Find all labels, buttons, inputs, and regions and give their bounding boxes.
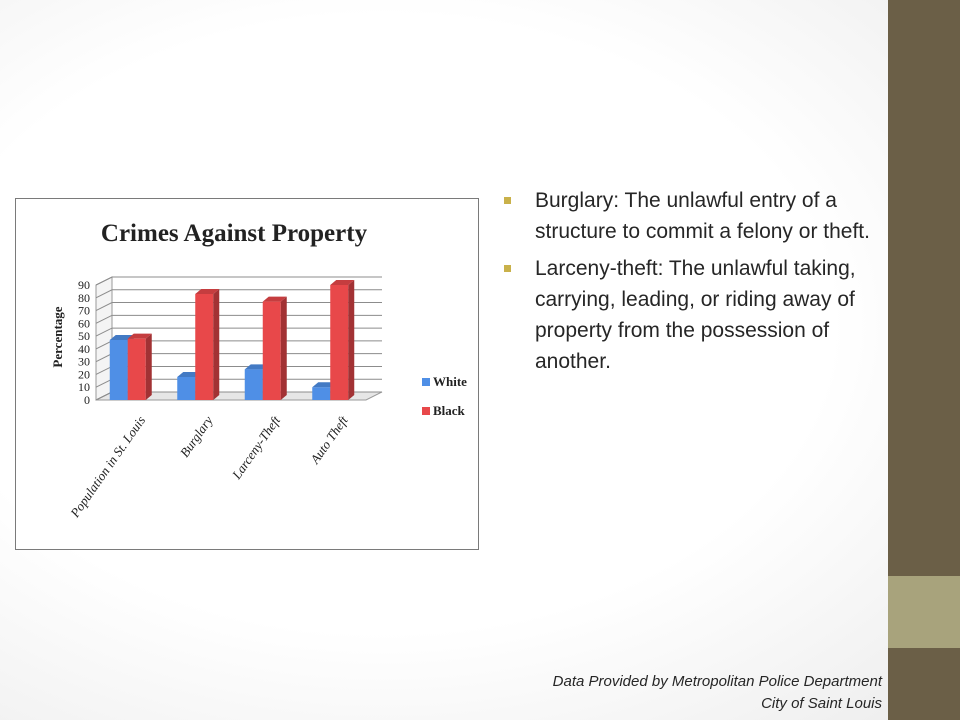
category-label: Auto Theft: [307, 413, 351, 467]
y-tick-label: 80: [78, 291, 90, 305]
chart-frame: Crimes Against Property Percentage 0 10 20…: [15, 198, 479, 550]
side-decoration-bar: [888, 0, 960, 720]
y-tick-label: 50: [78, 329, 90, 343]
bar-black: [195, 288, 220, 400]
legend-label: Black: [433, 403, 466, 418]
y-tick-label: 20: [78, 367, 90, 381]
y-tick-label: 40: [78, 342, 90, 356]
gridline: [95, 314, 382, 324]
bullet-marker: [504, 265, 511, 272]
y-tick-label: 60: [78, 316, 90, 330]
bullet-text: Larceny-theft: The unlawful taking, carr…: [535, 257, 856, 373]
y-tick-label: 0: [84, 393, 90, 407]
category-label: Population in St. Louis: [67, 413, 149, 521]
source-line-2: City of Saint Louis: [761, 695, 882, 712]
bullet-item-burglary: Burglary: The unlawful entry of a struct…: [500, 185, 880, 247]
y-tick-label: 90: [78, 278, 90, 292]
category-label: Burglary: [177, 413, 216, 460]
crimes-chart: Crimes Against Property Percentage 01020…: [50, 220, 467, 521]
chart-title: Crimes Against Property: [101, 220, 368, 247]
bar-black: [262, 296, 287, 400]
gridline: [95, 289, 382, 299]
source-line-1: Data Provided by Metropolitan Police Dep…: [552, 673, 882, 690]
legend-swatch: [422, 378, 430, 386]
legend-label: White: [433, 374, 467, 389]
y-tick-label: 10: [78, 380, 90, 394]
bar-black: [127, 333, 152, 400]
bar-black: [330, 280, 355, 400]
bullet-text: Burglary: The unlawful entry of a struct…: [535, 189, 870, 243]
legend-swatch: [422, 407, 430, 415]
y-tick-label: 70: [78, 304, 90, 318]
bullet-marker: [504, 197, 511, 204]
bullet-item-larceny: Larceny-theft: The unlawful taking, carr…: [500, 253, 880, 377]
gridline: [95, 302, 382, 312]
gridline: [95, 276, 382, 286]
category-label: Larceny-Theft: [228, 413, 283, 483]
y-axis-label: Percentage: [50, 306, 65, 367]
side-accent-block: [888, 576, 960, 648]
bullet-list: Burglary: The unlawful entry of a struct…: [500, 185, 880, 383]
source-note: Data Provided by Metropolitan Police Dep…: [553, 671, 882, 715]
gridline: [95, 327, 382, 337]
y-tick-label: 30: [78, 355, 90, 369]
